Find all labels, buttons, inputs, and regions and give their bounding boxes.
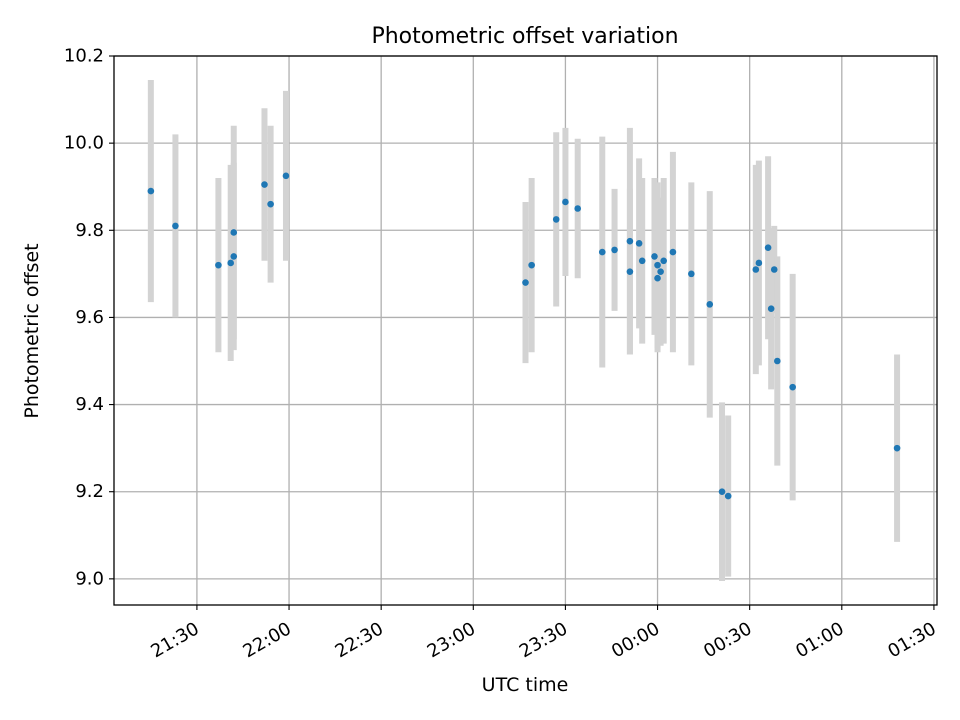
x-tick-label: 23:00 <box>424 618 479 662</box>
plot-frame <box>113 55 938 606</box>
data-point <box>789 383 796 391</box>
data-point <box>552 216 560 223</box>
y-tick-label: 9.8 <box>75 220 104 241</box>
y-tick-label: 10.0 <box>64 133 104 154</box>
x-tick-label: 21:30 <box>147 618 202 662</box>
data-point <box>635 240 643 247</box>
x-tick-label: 01:30 <box>884 618 939 662</box>
error-bars <box>147 79 901 582</box>
data-point <box>227 259 234 267</box>
data-point <box>172 222 179 230</box>
data-point <box>626 268 634 275</box>
y-tick-label: 10.2 <box>64 46 104 67</box>
x-tick-label: 23:30 <box>516 618 571 662</box>
y-axis-label: Photometric offset <box>21 243 43 418</box>
data-point <box>528 261 535 269</box>
y-tick-label: 9.0 <box>75 568 104 589</box>
x-tick-label: 00:00 <box>608 618 663 662</box>
data-point <box>770 266 778 273</box>
data-point <box>522 279 529 286</box>
data-point <box>215 261 222 269</box>
data-point <box>261 181 268 188</box>
data-point <box>626 237 634 245</box>
data-point <box>764 244 772 252</box>
data-point <box>611 246 618 254</box>
chart-title: Photometric offset variation <box>371 24 678 49</box>
x-tick-label: 01:00 <box>792 618 847 662</box>
data-point <box>651 253 658 260</box>
data-point <box>669 248 677 256</box>
x-tick-label: 00:30 <box>700 618 755 662</box>
data-point <box>230 253 238 260</box>
x-tick-label: 22:30 <box>332 618 387 662</box>
data-point <box>893 444 901 452</box>
y-axis-ticks: 9.0 9.2 9.4 9.6 9.8 10.0 10.2 <box>64 46 114 589</box>
data-point <box>724 492 732 500</box>
data-point <box>774 357 781 365</box>
data-point <box>562 198 569 206</box>
data-point <box>755 259 763 267</box>
x-axis-label: UTC time <box>482 674 569 696</box>
data-point <box>654 261 661 269</box>
data-point <box>638 257 646 265</box>
x-axis-ticks: 21:30 22:00 22:30 23:00 23:30 00:00 00:30 01:00… <box>147 605 940 662</box>
data-point <box>660 257 667 265</box>
y-tick-label: 9.2 <box>75 481 104 502</box>
data-point <box>282 172 290 180</box>
data-point <box>688 270 695 278</box>
data-point <box>718 488 726 496</box>
data-point <box>752 266 760 273</box>
data-point <box>230 229 238 236</box>
data-point <box>706 301 714 308</box>
data-point <box>654 274 661 282</box>
data-point <box>574 205 582 212</box>
data-points <box>147 172 901 500</box>
y-tick-label: 9.6 <box>75 307 104 328</box>
data-point <box>767 305 775 313</box>
data-point <box>147 187 155 195</box>
x-tick-label: 22:00 <box>240 618 295 662</box>
data-point <box>267 200 274 208</box>
data-point <box>657 268 664 275</box>
data-point <box>598 248 606 256</box>
y-tick-label: 9.4 <box>75 394 104 415</box>
